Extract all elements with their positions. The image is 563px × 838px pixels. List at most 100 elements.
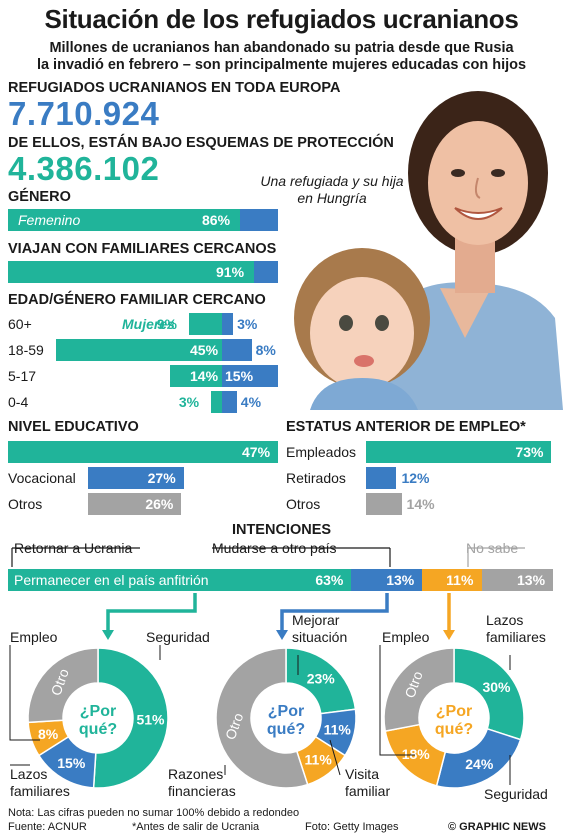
age-mujeres-label: Mujeres	[122, 316, 175, 332]
edu-bar	[8, 441, 278, 463]
edu-row-label: Vocacional	[8, 470, 76, 486]
subtitle-line-1: Millones de ucranianos han abandonado su…	[49, 40, 514, 56]
age-women-pct: 9%	[156, 316, 177, 332]
edu-title: NIVEL EDUCATIVO	[8, 419, 139, 435]
d2-mejorar: Mejorar situación	[292, 612, 347, 646]
age-row-label: 60+	[8, 316, 32, 332]
footer-foto: Foto: Getty Images	[305, 821, 399, 833]
leader-line	[9, 645, 40, 741]
total-label: REFUGIADOS UCRANIANOS EN TODA EUROPA	[8, 80, 341, 96]
age-women-bar	[188, 313, 222, 335]
edu-pct: 26%	[145, 496, 174, 512]
d1-lazos-line-1: Lazos	[10, 766, 48, 782]
d2-razones-line-1: Razones	[168, 766, 224, 782]
int-pct: 11%	[446, 572, 474, 588]
gender-pct: 86%	[202, 212, 231, 228]
donut-pct: 30%	[482, 679, 511, 695]
emp-row-label: Retirados	[286, 470, 346, 486]
d3-lazos: Lazos familiares	[486, 612, 546, 646]
age-women-bar	[55, 339, 222, 361]
age-women-bar	[210, 391, 222, 413]
int-leaders	[11, 547, 525, 640]
photo-mother-daughter	[294, 91, 563, 410]
family-rest-bar	[254, 261, 278, 283]
donut-slice	[215, 647, 309, 789]
leader-line	[379, 645, 415, 756]
donut-que: qué?	[79, 721, 117, 738]
age-women-pct: 3%	[178, 394, 200, 410]
family-bar	[8, 261, 254, 283]
int-retornar-label: Retornar a Ucrania	[14, 540, 133, 556]
age-row-label: 18-59	[8, 342, 44, 358]
age-row-label: 0-4	[8, 394, 29, 410]
d2-visita: Visita familiar	[345, 766, 390, 800]
age-other-pct: 3%	[237, 316, 258, 332]
age-other-pct: 8%	[255, 342, 276, 358]
donut-slice	[383, 647, 455, 732]
caption-line-2: en Hungría	[297, 190, 367, 206]
d1-seguridad: Seguridad	[146, 629, 210, 645]
int-mudarse-label: Mudarse a otro país	[212, 540, 337, 556]
donut-slice	[92, 647, 169, 789]
int-segment	[482, 569, 553, 591]
subtitle-line-2: la invadió en febrero – son principalmen…	[36, 57, 527, 73]
d1-lazos-line-2: familiares	[10, 783, 70, 799]
age-women-bar	[170, 365, 222, 387]
donut-por: ¿Por	[436, 703, 472, 720]
donut-pct: 11%	[305, 751, 333, 767]
donut-pct: 11%	[324, 721, 352, 737]
int-title: INTENCIONES	[231, 522, 332, 538]
edu-pct: 47%	[242, 444, 271, 460]
donut-pct: 18%	[402, 746, 431, 762]
d3-lazos-line-2: familiares	[486, 629, 546, 645]
int-segment	[351, 569, 423, 591]
d3-seguridad: Seguridad	[484, 786, 548, 802]
caption-line-1: Una refugiada y su hija	[260, 173, 404, 189]
protected-value: 4.386.102	[8, 150, 160, 187]
d3-empleo: Empleo	[382, 629, 430, 645]
emp-bar	[366, 493, 402, 515]
emp-bar	[366, 467, 397, 489]
protected-label: DE ELLOS, ESTÁN BAJO ESQUEMAS DE PROTECC…	[8, 135, 394, 151]
emp-title: ESTATUS ANTERIOR DE EMPLEO*	[286, 419, 526, 435]
d2-razones: Razones financieras	[168, 766, 236, 800]
age-other-bar	[222, 339, 252, 361]
donut-slice	[27, 647, 99, 724]
edu-row-label: Otros	[8, 496, 43, 512]
d3-lazos-line-1: Lazos	[486, 612, 524, 628]
gender-title: GÉNERO	[8, 189, 71, 205]
footer-credit: © GRAPHIC NEWS	[448, 821, 546, 833]
age-row-label: 5-17	[8, 368, 37, 384]
d2-mejorar-line-1: Mejorar	[292, 612, 340, 628]
donut-que: qué?	[435, 721, 473, 738]
age-title: EDAD/GÉNERO FAMILIAR CERCANO	[8, 292, 266, 308]
emp-bar	[366, 441, 552, 463]
gender-female-bar	[8, 209, 240, 231]
donut-pct: 8%	[38, 726, 59, 742]
donut-pct: 51%	[136, 712, 165, 728]
donut-pct: 23%	[307, 671, 336, 687]
d2-mejorar-line-2: situación	[292, 629, 348, 645]
photo-caption: Una refugiada y su hija en Hungría	[248, 173, 416, 207]
d1-lazos: Lazos familiares	[10, 766, 70, 800]
footer-antes: *Antes de salir de Ucrania	[132, 821, 260, 833]
total-value: 7.710.924	[8, 95, 160, 132]
age-other-pct: 15%	[225, 368, 254, 384]
emp-pct: 12%	[401, 470, 430, 486]
donut-por: ¿Por	[80, 703, 116, 720]
d2-visita-line-1: Visita	[345, 766, 379, 782]
donut-slice	[435, 727, 522, 789]
family-title: VIAJAN CON FAMILIARES CERCANOS	[8, 241, 277, 257]
edu-bar	[88, 467, 184, 489]
int-nosabe-label: No sabe	[466, 540, 519, 556]
donut-que: qué?	[267, 721, 305, 738]
subtitle: Millones de ucranianos han abandonado su…	[0, 40, 563, 74]
edu-pct: 27%	[147, 470, 176, 486]
int-segment	[422, 569, 483, 591]
d2-visita-line-2: familiar	[345, 783, 391, 799]
age-women-pct: 45%	[190, 342, 219, 358]
age-other-pct: 4%	[240, 394, 262, 410]
int-pct: 13%	[517, 572, 546, 588]
